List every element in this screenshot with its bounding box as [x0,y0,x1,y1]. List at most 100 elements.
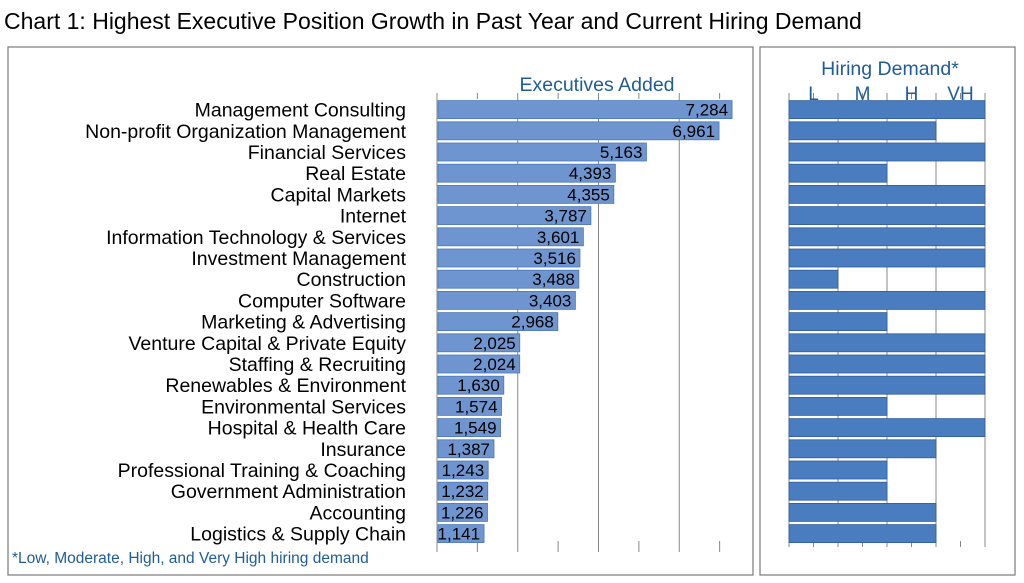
demand-bar [788,312,888,332]
bar [437,269,580,289]
data-label: 3,601 [537,228,580,247]
category-label: Real Estate [305,163,406,185]
data-label: 3,787 [544,207,587,226]
bar [437,396,502,416]
demand-bar [788,290,986,310]
data-label: 7,284 [686,101,729,120]
bar [437,460,489,480]
category-label: Construction [297,269,406,291]
bar [437,312,559,332]
bar [437,206,592,226]
category-label: Internet [340,206,407,228]
data-label: 1,574 [455,397,498,416]
bar [437,142,647,162]
bar [437,375,505,395]
demand-bar [788,248,986,268]
category-label: Marketing & Advertising [201,312,406,334]
data-label: 3,488 [532,270,575,289]
data-label: 2,025 [473,334,516,353]
demand-bar [788,227,986,247]
demand-bars [788,100,986,543]
category-label: Non-profit Organization Management [85,121,406,143]
demand-bar [788,375,986,395]
data-label: 1,141 [438,525,481,544]
level-label: L [808,84,819,105]
data-label: 5,163 [600,143,643,162]
hiring-demand-title: Hiring Demand* [821,58,959,80]
category-label: Venture Capital & Private Equity [129,333,407,355]
demand-level-labels: L M H VH [808,84,973,105]
executives-added-title: Executives Added [519,74,674,96]
data-label: 6,961 [673,122,716,141]
bar [437,439,495,459]
demand-bar [788,524,937,543]
data-label: 2,968 [511,313,554,332]
bar [437,481,489,501]
bar [437,333,521,353]
category-label: Insurance [320,439,406,461]
category-label: Accounting [310,502,406,524]
category-label: Staffing & Recruiting [229,354,406,376]
bar [437,100,733,119]
demand-bar [788,100,986,119]
bar [437,163,616,183]
category-label: Professional Training & Coaching [118,460,406,482]
demand-bar [788,184,986,204]
category-label: Renewables & Environment [165,375,406,397]
value-labels: 7,284 6,961 5,163 4,393 4,355 3,787 3,601 3,516… [438,101,729,544]
category-label: Computer Software [238,290,406,312]
level-label: M [855,84,871,105]
category-label: Financial Services [248,142,406,164]
demand-bar [788,354,986,374]
data-label: 3,516 [533,249,576,268]
right-panel-frame [759,46,1016,576]
level-label: H [905,84,919,105]
bar [437,290,576,310]
category-label: Government Administration [171,481,406,503]
data-label: 4,355 [567,185,610,204]
data-label: 1,549 [454,419,497,438]
data-label: 1,232 [441,482,484,501]
data-label: 4,393 [569,164,612,183]
bar [437,502,488,522]
category-label: Capital Markets [271,184,407,206]
bar [437,354,521,374]
category-label: Information Technology & Services [106,227,406,249]
executives-bars [437,100,733,543]
footnote: *Low, Moderate, High, and Very High hiri… [12,550,369,567]
level-label: VH [947,84,973,105]
bar [437,121,720,141]
demand-bar [788,142,986,162]
bar [437,184,615,204]
data-label: 1,226 [441,503,484,522]
data-label: 3,403 [529,291,572,310]
bar [437,418,501,438]
category-label: Hospital & Health Care [208,418,406,440]
demand-bar [788,163,888,183]
demand-bar [788,121,937,141]
bar [437,524,485,543]
demand-bar [788,502,937,522]
demand-bar [788,418,986,438]
data-label: 1,243 [442,461,485,480]
demand-bar [788,481,888,501]
left-panel-frame [7,46,754,576]
chart-title: Chart 1: Highest Executive Position Grow… [4,8,862,34]
category-label: Investment Management [191,248,406,270]
demand-bar [788,333,986,353]
data-label: 1,387 [447,440,490,459]
demand-bar [788,396,888,416]
category-label: Logistics & Supply Chain [190,524,406,546]
category-label: Environmental Services [201,396,406,418]
demand-bar [788,460,888,480]
category-label: Management Consulting [195,100,406,122]
bar [437,227,584,247]
demand-bar [788,206,986,226]
bar [437,248,581,268]
demand-bar [788,439,937,459]
demand-bar [788,269,839,289]
data-label: 2,024 [473,355,516,374]
data-label: 1,630 [457,376,500,395]
